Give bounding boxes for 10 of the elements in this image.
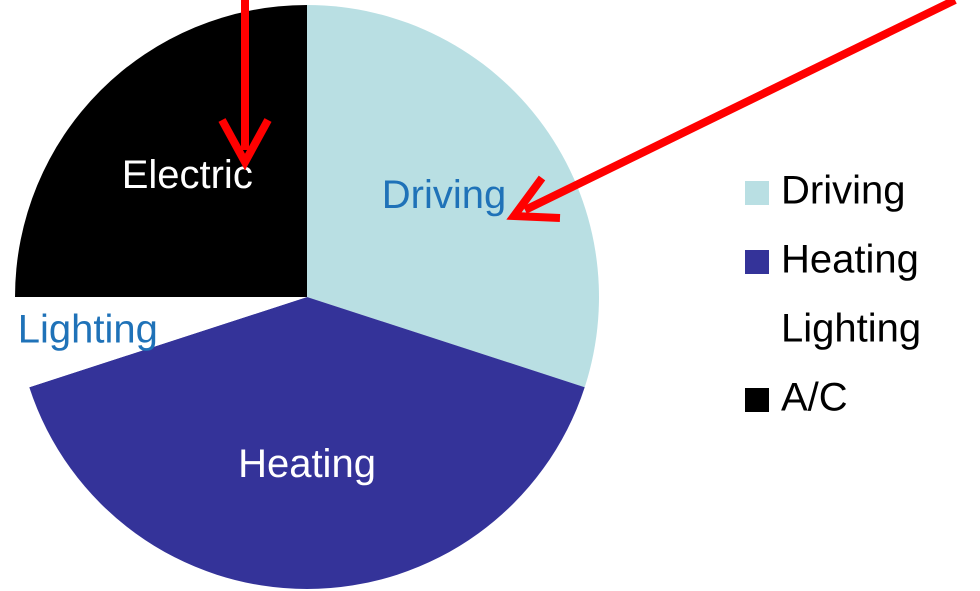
slice-label: Heating xyxy=(238,442,376,486)
slice-label: Lighting xyxy=(18,307,158,352)
legend-label: Driving xyxy=(781,168,906,213)
slice-label: Driving xyxy=(382,173,506,218)
legend-label: A/C xyxy=(781,376,848,420)
text: Electric xyxy=(122,152,253,197)
legend-label: Heating xyxy=(781,238,919,282)
pie-slice xyxy=(307,5,598,388)
category-label: Lighting xyxy=(781,306,922,351)
pie-slice xyxy=(15,5,307,297)
